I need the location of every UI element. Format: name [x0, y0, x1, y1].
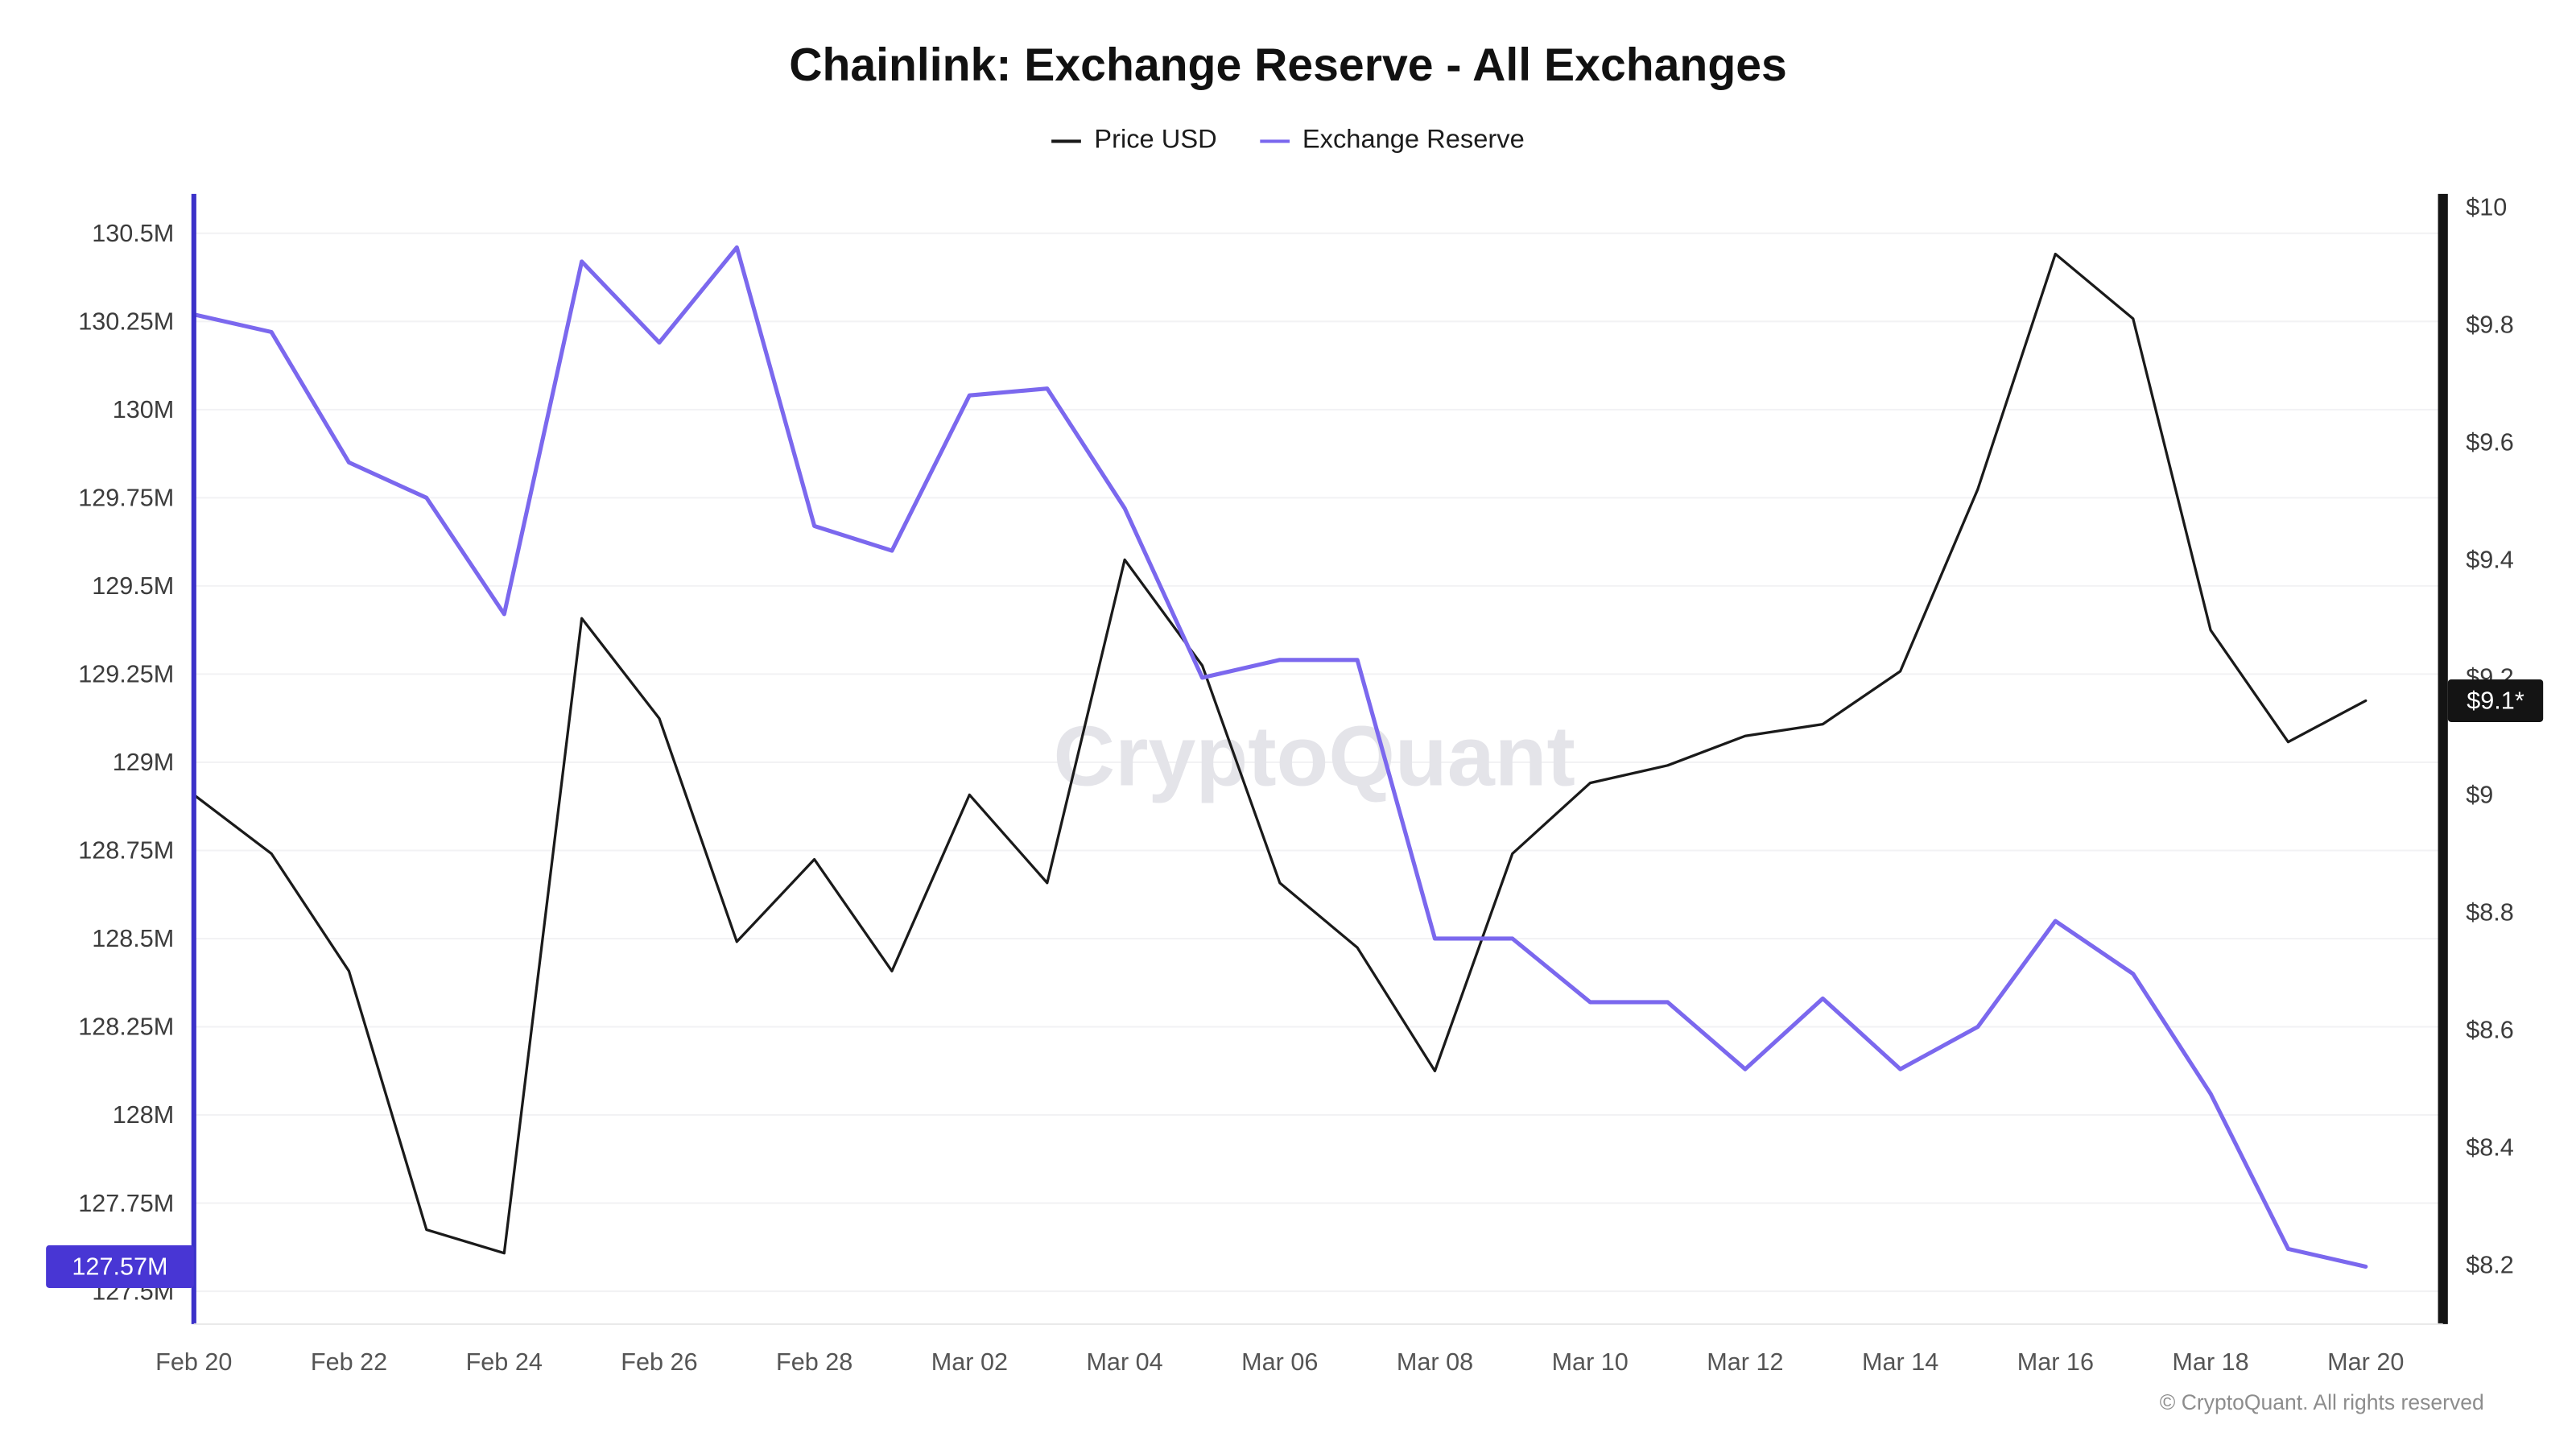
legend-item-exchange-reserve[interactable]: Exchange Reserve	[1259, 126, 1525, 156]
price-current-value-badge-text: $9.1*	[2467, 687, 2524, 715]
x-axis-tick-label: Feb 22	[311, 1348, 387, 1376]
left-axis-tick-label: 128.5M	[92, 925, 174, 952]
chart-title: Chainlink: Exchange Reserve - All Exchan…	[789, 39, 1787, 91]
legend-item-price-usd[interactable]: Price USD	[1051, 126, 1217, 156]
left-axis-tick-label: 129M	[113, 749, 175, 776]
x-axis-tick-label: Mar 12	[1707, 1348, 1783, 1376]
reserve-current-value-badge-text: 127.57M	[72, 1253, 167, 1281]
right-axis-tick-label: $9.8	[2466, 311, 2514, 338]
x-axis-tick-label: Feb 24	[466, 1348, 543, 1376]
left-axis-tick-label: 129.75M	[78, 485, 174, 512]
series-line-price-usd[interactable]	[192, 252, 2368, 1255]
right-axis-tick-label: $8.2	[2466, 1252, 2514, 1279]
left-axis-tick-label: 130.5M	[92, 220, 174, 247]
left-axis-tick-label: 130M	[113, 396, 175, 423]
x-axis-tick-label: Mar 08	[1397, 1348, 1473, 1376]
price-series-legend-label: Price USD	[1094, 126, 1217, 155]
right-axis-tick-label: $9	[2466, 782, 2493, 809]
x-axis-tick-label: Mar 04	[1086, 1348, 1162, 1376]
right-axis-tick-label: $9.4	[2466, 546, 2514, 573]
left-axis-tick-label: 128.25M	[78, 1013, 174, 1041]
reserve-series-swatch-icon	[1259, 139, 1290, 143]
right-axis-tick-label: $8.6	[2466, 1017, 2514, 1044]
left-axis-tick-label: 128.75M	[78, 837, 174, 865]
x-axis-tick-label: Feb 28	[776, 1348, 852, 1376]
x-axis-tick-label: Mar 06	[1241, 1348, 1318, 1376]
price-series-swatch-icon	[1051, 139, 1081, 143]
legend: Price USD Exchange Reserve	[0, 126, 2576, 156]
x-axis-tick-label: Feb 20	[155, 1348, 232, 1376]
reserve-current-value-badge	[46, 1245, 194, 1288]
right-axis-tick-label: $9.6	[2466, 428, 2514, 456]
watermark-text: CryptoQuant	[1053, 709, 1575, 804]
x-axis-tick-label: Mar 16	[2017, 1348, 2094, 1376]
x-axis-tick-label: Mar 10	[1552, 1348, 1629, 1376]
x-axis-tick-label: Mar 20	[2327, 1348, 2404, 1376]
right-axis-tick-label: $8.8	[2466, 899, 2514, 927]
right-axis-tick-label: $10	[2466, 193, 2507, 221]
left-axis-tick-label: 129.5M	[92, 572, 174, 600]
left-axis-tick-label: 130.25M	[78, 308, 174, 336]
x-axis-tick-label: Mar 14	[1862, 1348, 1938, 1376]
price-current-value-badge	[2447, 679, 2544, 723]
left-axis-tick-label: 129.25M	[78, 661, 174, 688]
right-axis-tick-label: $8.4	[2466, 1134, 2514, 1162]
left-axis-tick-label: 128M	[113, 1101, 175, 1129]
copyright-text: © CryptoQuant. All rights reserved	[2159, 1389, 2484, 1415]
x-axis-tick-label: Mar 02	[931, 1348, 1008, 1376]
left-axis-tick-label: 127.75M	[78, 1190, 174, 1217]
x-axis-tick-label: Mar 18	[2172, 1348, 2248, 1376]
x-axis-tick-label: Feb 26	[621, 1348, 697, 1376]
series-line-exchange-reserve[interactable]	[192, 245, 2368, 1269]
reserve-series-legend-label: Exchange Reserve	[1302, 126, 1525, 155]
